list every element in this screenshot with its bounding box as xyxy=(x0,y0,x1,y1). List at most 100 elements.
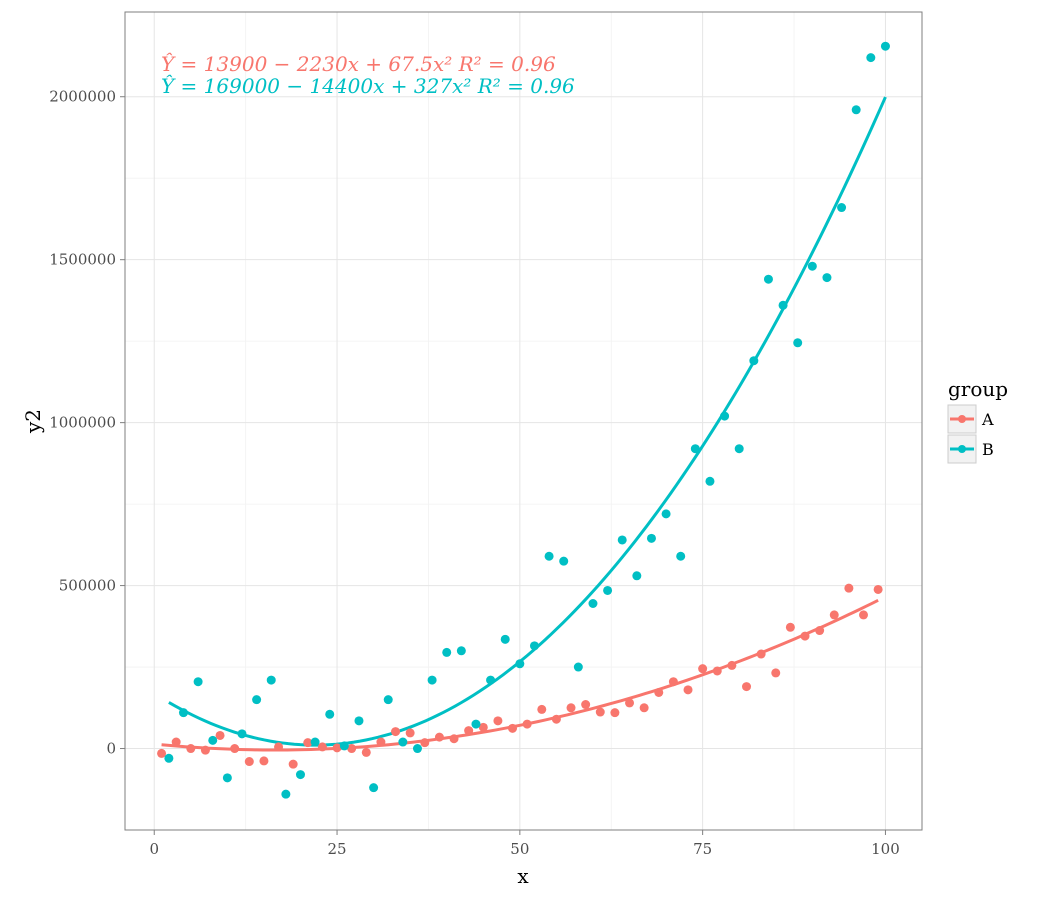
point-b-17 xyxy=(412,744,422,754)
point-a-23 xyxy=(493,716,503,726)
fit-line-b xyxy=(168,96,887,747)
point-a-22 xyxy=(478,722,488,732)
point-a-38 xyxy=(712,666,722,676)
point-a-6 xyxy=(244,757,254,767)
point-a-48 xyxy=(859,610,869,620)
point-b-1 xyxy=(178,708,188,718)
point-a-43 xyxy=(785,622,795,632)
point-a-42 xyxy=(771,668,781,678)
point-a-2 xyxy=(186,744,196,754)
point-a-25 xyxy=(522,719,532,729)
point-b-29 xyxy=(588,599,598,609)
point-b-32 xyxy=(632,571,642,581)
point-a-13 xyxy=(347,744,357,754)
x-tick-label-3: 75 xyxy=(693,840,712,858)
point-b-13 xyxy=(354,716,364,726)
point-a-40 xyxy=(742,682,752,692)
point-b-44 xyxy=(807,261,817,271)
point-b-10 xyxy=(310,737,320,747)
panel-border xyxy=(124,11,923,831)
point-a-31 xyxy=(610,708,620,718)
point-b-35 xyxy=(676,551,686,561)
point-a-21 xyxy=(464,726,474,736)
point-b-28 xyxy=(573,662,583,672)
point-b-26 xyxy=(544,551,554,561)
legend: group A B xyxy=(947,377,1008,464)
point-b-3 xyxy=(208,735,218,745)
point-a-4 xyxy=(215,730,225,740)
point-b-33 xyxy=(646,533,656,543)
point-b-8 xyxy=(281,789,291,799)
point-b-20 xyxy=(456,646,466,656)
point-a-17 xyxy=(405,728,415,738)
point-a-24 xyxy=(508,723,518,733)
point-b-49 xyxy=(880,41,890,51)
point-b-41 xyxy=(763,274,773,284)
point-b-16 xyxy=(398,737,408,747)
y-tick-label-3: 1500000 xyxy=(49,251,116,269)
point-a-44 xyxy=(800,631,810,641)
point-b-25 xyxy=(529,641,539,651)
point-a-0 xyxy=(157,748,167,758)
point-b-27 xyxy=(559,556,569,566)
point-b-14 xyxy=(369,783,379,793)
point-b-6 xyxy=(252,695,262,705)
point-b-45 xyxy=(822,273,832,283)
point-a-30 xyxy=(595,707,605,717)
point-b-39 xyxy=(734,444,744,454)
point-b-30 xyxy=(603,585,613,595)
y-tick-label-4: 2000000 xyxy=(49,88,116,106)
point-b-42 xyxy=(778,300,788,310)
point-b-18 xyxy=(427,675,437,685)
point-a-34 xyxy=(654,687,664,697)
equation-group-a: Ŷ = 13900 − 2230x + 67.5x² R² = 0.96 xyxy=(161,52,556,76)
x-axis-ticks: 0 25 50 75 100 xyxy=(149,830,900,858)
point-b-23 xyxy=(500,634,510,644)
legend-key-b-point xyxy=(958,445,966,453)
point-a-39 xyxy=(727,660,737,670)
point-a-33 xyxy=(639,703,649,713)
point-a-3 xyxy=(200,745,210,755)
point-a-36 xyxy=(683,685,693,695)
grid xyxy=(125,12,922,831)
point-b-47 xyxy=(851,105,861,115)
point-a-11 xyxy=(317,742,327,752)
point-a-26 xyxy=(537,704,547,714)
point-b-38 xyxy=(720,411,730,421)
y-axis-ticks: 0 500000 1000000 1500000 2000000 xyxy=(49,88,125,758)
point-b-36 xyxy=(690,444,700,454)
point-b-43 xyxy=(793,338,803,348)
y-tick-label-2: 1000000 xyxy=(49,414,116,432)
point-a-18 xyxy=(420,738,430,748)
point-b-2 xyxy=(193,677,203,687)
point-a-41 xyxy=(756,649,766,659)
point-b-48 xyxy=(866,53,876,63)
y-tick-label-1: 500000 xyxy=(59,577,116,595)
point-b-12 xyxy=(339,741,349,751)
point-a-16 xyxy=(391,727,401,737)
point-a-15 xyxy=(376,737,386,747)
point-b-37 xyxy=(705,476,715,486)
x-tick-label-0: 0 xyxy=(149,840,159,858)
point-b-15 xyxy=(383,695,393,705)
legend-label-a: A xyxy=(981,410,994,429)
point-b-7 xyxy=(266,675,276,685)
point-a-8 xyxy=(274,742,284,752)
point-a-9 xyxy=(288,759,298,769)
equation-group-b: Ŷ = 169000 − 14400x + 327x² R² = 0.96 xyxy=(161,74,575,98)
point-b-24 xyxy=(515,659,525,669)
point-a-35 xyxy=(668,677,678,687)
point-a-5 xyxy=(230,744,240,754)
data-points xyxy=(157,41,890,799)
point-a-12 xyxy=(332,743,342,753)
point-a-27 xyxy=(551,714,561,724)
point-a-28 xyxy=(566,703,576,713)
panel-background xyxy=(125,12,922,830)
point-a-14 xyxy=(361,747,371,757)
point-b-19 xyxy=(442,647,452,657)
point-b-0 xyxy=(164,753,174,763)
point-b-4 xyxy=(222,773,232,783)
point-b-11 xyxy=(325,709,335,719)
point-a-7 xyxy=(259,756,269,766)
point-a-32 xyxy=(625,698,635,708)
